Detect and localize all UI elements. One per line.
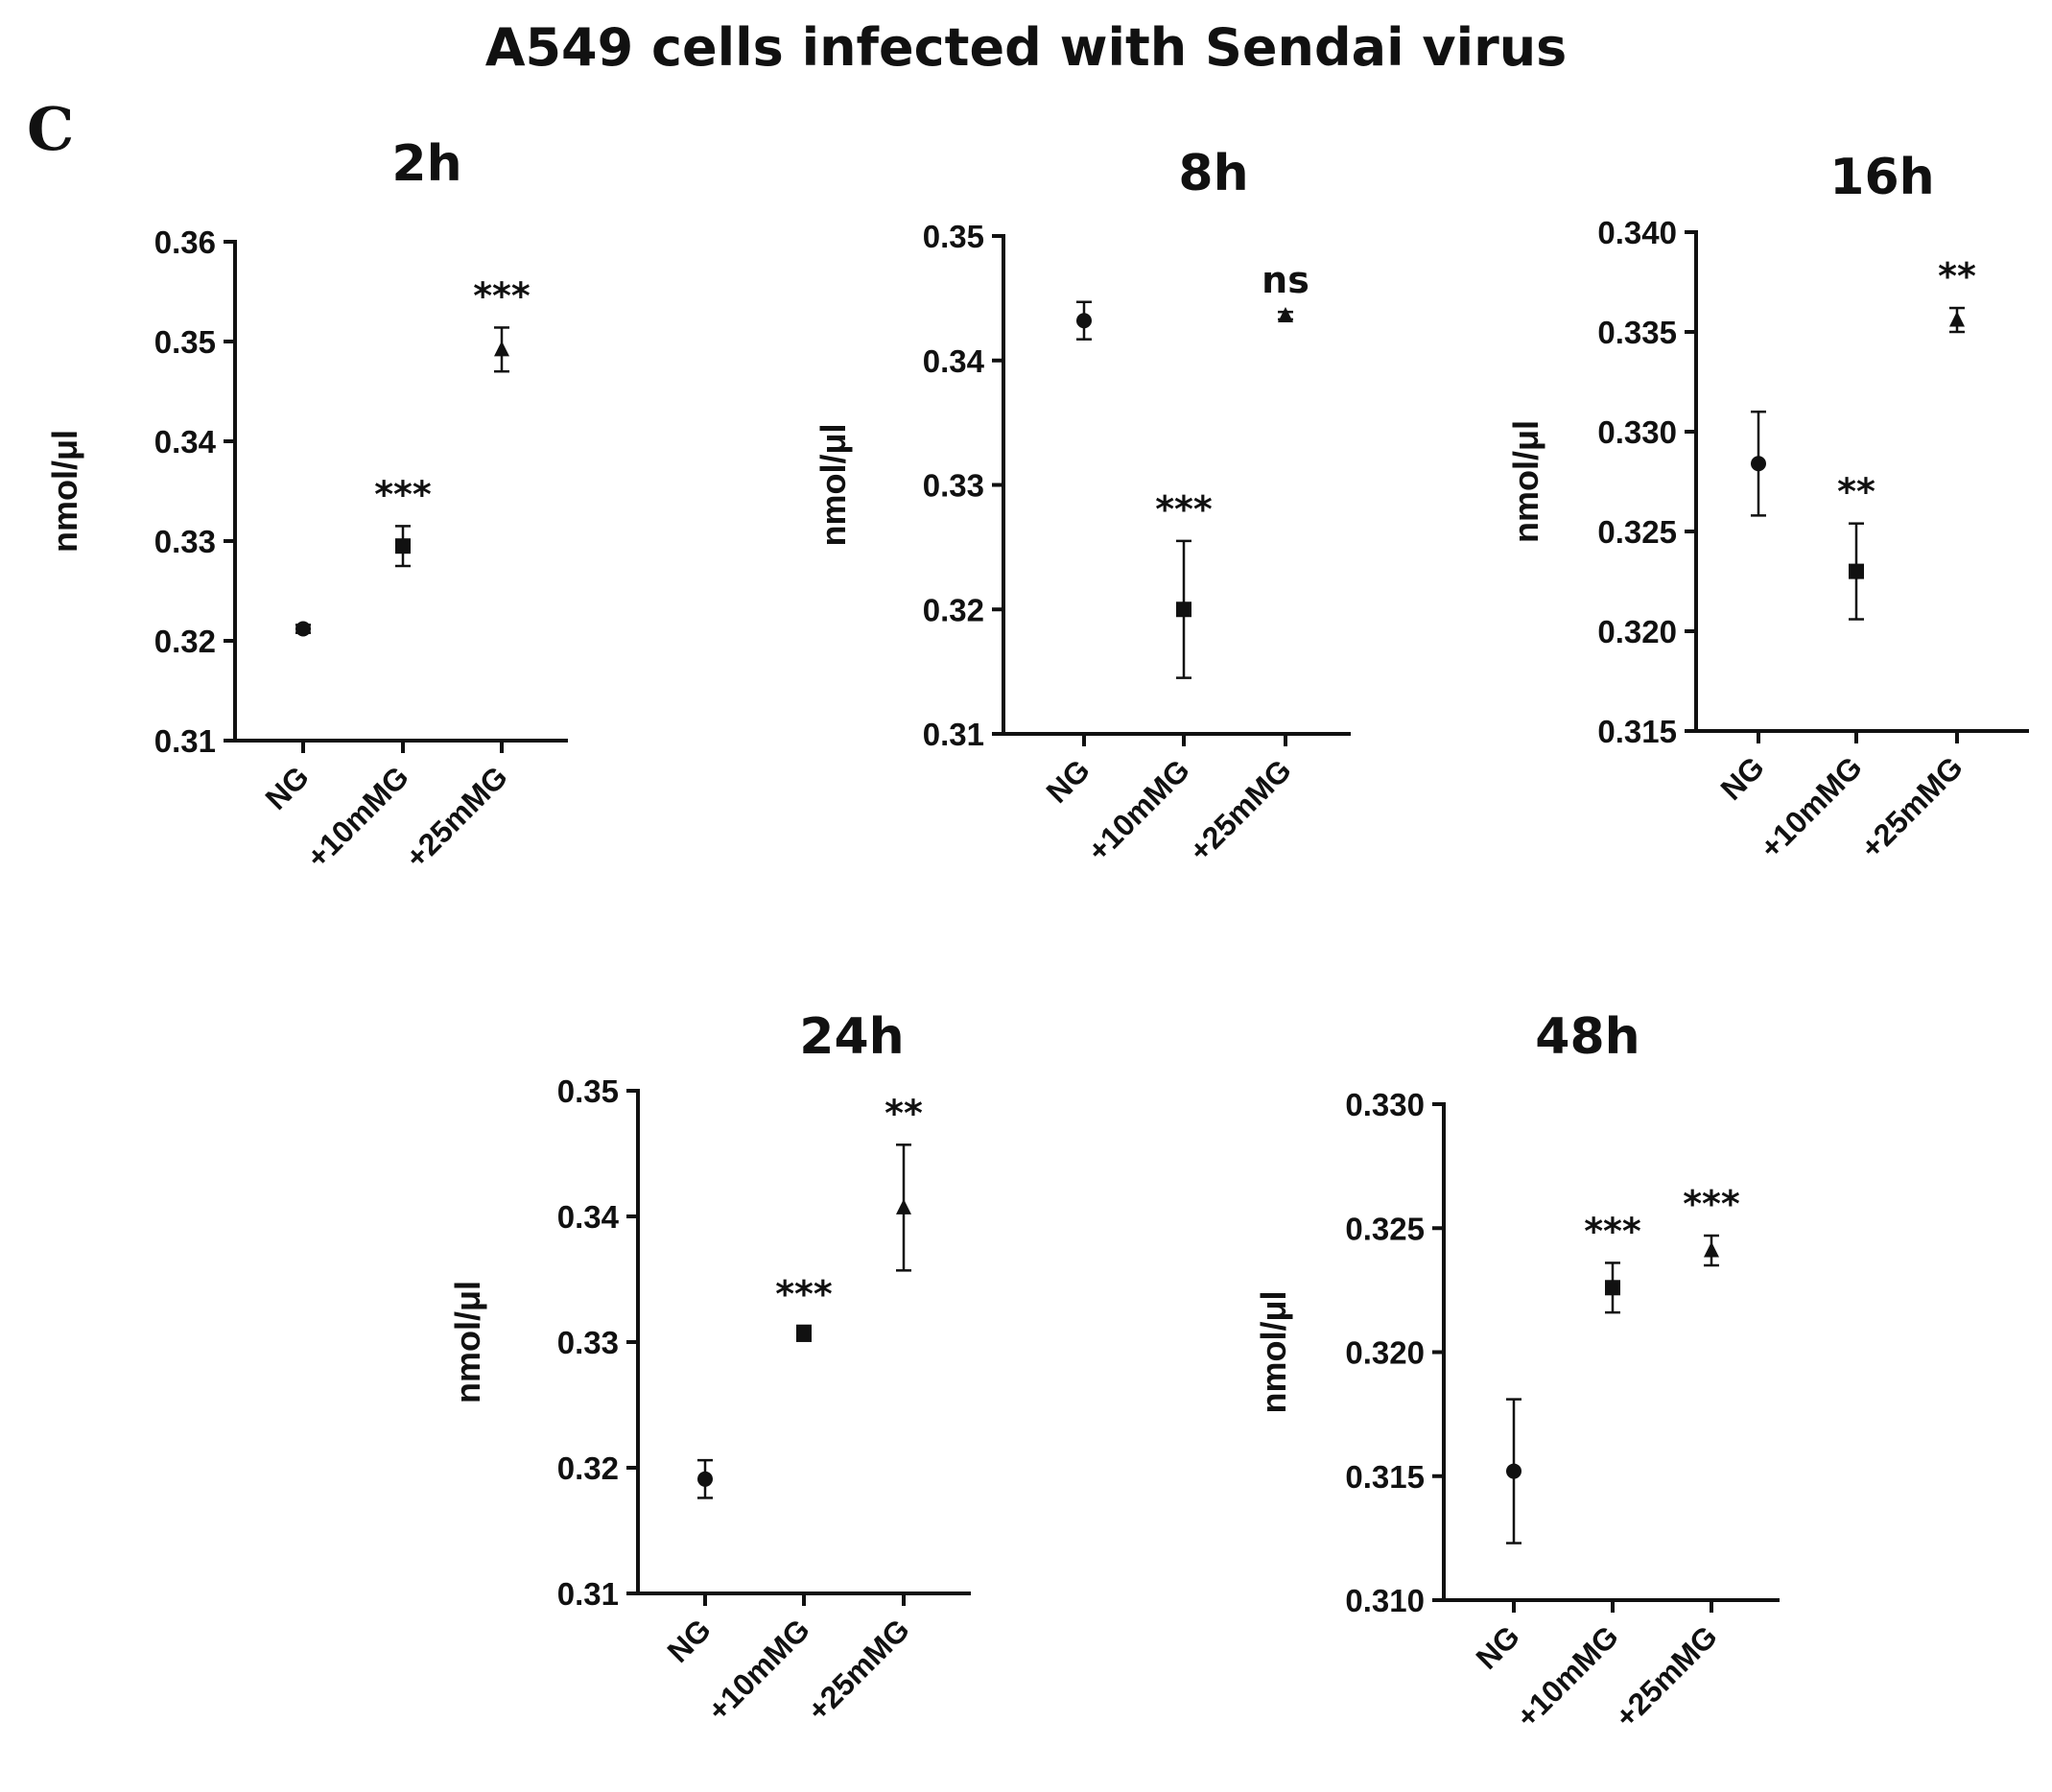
chart-title: 8h (1178, 145, 1248, 202)
figure-title: A549 cells infected with Sendai virus (484, 17, 1568, 78)
y-tick-label: 0.340 (1597, 215, 1677, 250)
y-axis-label: nmol/μl (1506, 420, 1545, 543)
x-category-label: +25mMG (1183, 752, 1298, 867)
data-point-square (1849, 563, 1864, 579)
y-tick-label: 0.315 (1597, 714, 1677, 749)
data-point-circle (1751, 456, 1766, 472)
significance-label: ns (1262, 259, 1309, 301)
x-category-label: +25mMG (399, 759, 514, 874)
y-axis-label: nmol/μl (814, 423, 853, 546)
y-tick-label: 0.320 (1597, 614, 1677, 649)
data-point-triangle (494, 341, 509, 357)
panel-letter: C (27, 94, 75, 164)
significance-label: *** (473, 274, 531, 317)
y-tick-label: 0.31 (923, 717, 984, 752)
data-point-triangle (1949, 311, 1965, 327)
x-category-label: +10mMG (1081, 752, 1196, 867)
chart-panel-2: 8h 0.31 0.32 0.33 0.34 0.35 nmol/μl NG+10mMG ***… (814, 145, 1351, 868)
y-tick-label: 0.335 (1597, 315, 1677, 350)
y-tick-label: 0.34 (154, 424, 217, 460)
y-axis-label: nmol/μl (45, 430, 84, 553)
data-point-triangle (1704, 1241, 1719, 1258)
data-point-triangle (1278, 307, 1293, 323)
x-category-label: +10mMG (300, 759, 415, 874)
y-tick-label: 0.35 (557, 1073, 619, 1109)
y-tick-label: 0.325 (1597, 514, 1677, 550)
y-tick-label: 0.330 (1597, 414, 1677, 450)
x-category-label: NG (1470, 1618, 1526, 1675)
data-point-square (1176, 601, 1191, 618)
data-point-circle (1506, 1463, 1521, 1479)
x-category-label: +25mMG (1609, 1618, 1724, 1733)
x-category-label: NG (1714, 749, 1771, 806)
chart-panel-5: 48h 0.310 0.315 0.320 0.325 0.330 nmol/μl NG+10… (1254, 1008, 1780, 1734)
chart-title: 24h (799, 1008, 904, 1066)
chart-panel-4: 24h 0.31 0.32 0.33 0.34 0.35 nmol/μl NG+10mMG **… (448, 1008, 971, 1728)
data-point-circle (697, 1471, 713, 1487)
y-tick-label: 0.33 (154, 524, 216, 559)
y-tick-label: 0.325 (1345, 1211, 1425, 1246)
chart-panel-1: 2h 0.31 0.32 0.33 0.34 0.35 0.36 nmol/μl NG+10mM… (45, 135, 568, 875)
data-point-triangle (896, 1198, 911, 1214)
y-axis-label: nmol/μl (448, 1281, 487, 1403)
y-tick-label: 0.33 (557, 1325, 619, 1360)
y-tick-label: 0.31 (154, 723, 216, 759)
significance-label: *** (374, 473, 432, 515)
data-point-square (796, 1325, 812, 1341)
y-tick-label: 0.33 (923, 468, 984, 504)
y-tick-label: 0.315 (1345, 1459, 1425, 1495)
y-tick-label: 0.36 (154, 224, 216, 260)
significance-label: *** (775, 1273, 833, 1315)
chart-title: 2h (391, 135, 461, 193)
data-point-circle (1076, 313, 1092, 329)
y-tick-label: 0.34 (923, 343, 985, 379)
y-tick-label: 0.320 (1345, 1335, 1425, 1371)
significance-label: ** (1837, 471, 1875, 513)
y-tick-label: 0.310 (1345, 1583, 1425, 1618)
x-category-label: +10mMG (1754, 749, 1869, 864)
data-point-square (395, 538, 411, 554)
y-tick-label: 0.35 (154, 324, 216, 360)
y-tick-label: 0.31 (557, 1576, 619, 1612)
x-category-label: +25mMG (1854, 749, 1969, 864)
data-point-circle (295, 621, 311, 637)
chart-title: 16h (1829, 149, 1934, 206)
y-axis-label: nmol/μl (1254, 1290, 1293, 1413)
x-category-label: +10mMG (1510, 1618, 1625, 1733)
data-point-square (1605, 1280, 1620, 1296)
y-tick-label: 0.32 (557, 1450, 619, 1486)
significance-label: *** (1584, 1210, 1641, 1252)
y-tick-label: 0.34 (557, 1199, 620, 1235)
x-category-label: +25mMG (801, 1612, 916, 1727)
chart-panel-3: 16h 0.315 0.320 0.325 0.330 0.335 0.340 nmol/μl… (1506, 149, 2029, 865)
x-category-label: NG (259, 759, 316, 815)
significance-label: ** (1938, 255, 1976, 297)
significance-label: *** (1683, 1183, 1740, 1225)
y-tick-label: 0.32 (154, 624, 216, 659)
chart-title: 48h (1535, 1008, 1639, 1066)
significance-label: ** (884, 1092, 923, 1134)
y-tick-label: 0.330 (1345, 1087, 1425, 1122)
x-category-label: +10mMG (701, 1612, 816, 1727)
significance-label: *** (1155, 488, 1213, 531)
x-category-label: NG (661, 1612, 718, 1668)
x-category-label: NG (1040, 752, 1097, 809)
y-tick-label: 0.32 (923, 592, 984, 627)
y-tick-label: 0.35 (923, 219, 984, 254)
